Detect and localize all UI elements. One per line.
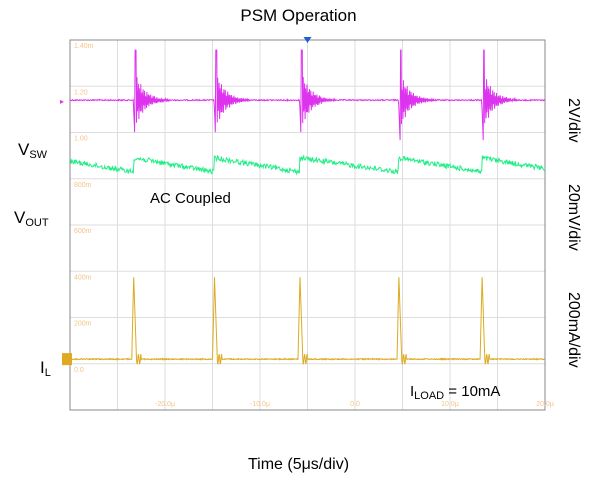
vsw-marker: ▸ — [60, 97, 64, 106]
y-tick-label: 0.0 — [74, 367, 84, 374]
vsw-trace — [69, 49, 546, 141]
x-tick-label: -20.0μ — [155, 401, 175, 408]
y-tick-label: 400m — [74, 274, 92, 281]
y-tick-label: 800m — [74, 182, 92, 189]
y-tick-label: 200m — [74, 321, 92, 328]
x-tick-label: 20.0μ — [536, 401, 554, 408]
x-tick-label: 0.0 — [350, 401, 360, 408]
vout-trace — [69, 154, 546, 176]
y-tick-label: 1.00 — [74, 136, 88, 143]
y-tick-label: 1.20 — [74, 89, 88, 96]
il-trace — [69, 277, 545, 365]
x-tick-label: -10.0μ — [250, 401, 270, 408]
il-scale-label: 200mA/div — [565, 292, 582, 368]
x-axis-label: Time (5μs/div) — [247, 456, 350, 473]
vsw-label: VSW — [18, 140, 48, 161]
y-tick-label: 600m — [74, 228, 92, 235]
x-tick-label: 10.0μ — [441, 401, 459, 408]
vsw-scale-label: 2V/div — [565, 98, 582, 143]
il-ground-marker — [62, 353, 72, 366]
vout-scale-label: 20mV/div — [565, 184, 582, 251]
trigger-marker — [303, 37, 312, 43]
load-annotation: ILOAD = 10mA — [410, 383, 501, 402]
chart-title: PSM Operation — [240, 6, 357, 25]
ac-coupled-note: AC Coupled — [150, 190, 231, 207]
y-tick-label: 1.40m — [74, 43, 94, 50]
vout-label: VOUT — [14, 208, 49, 229]
il-label: IL — [40, 358, 51, 379]
